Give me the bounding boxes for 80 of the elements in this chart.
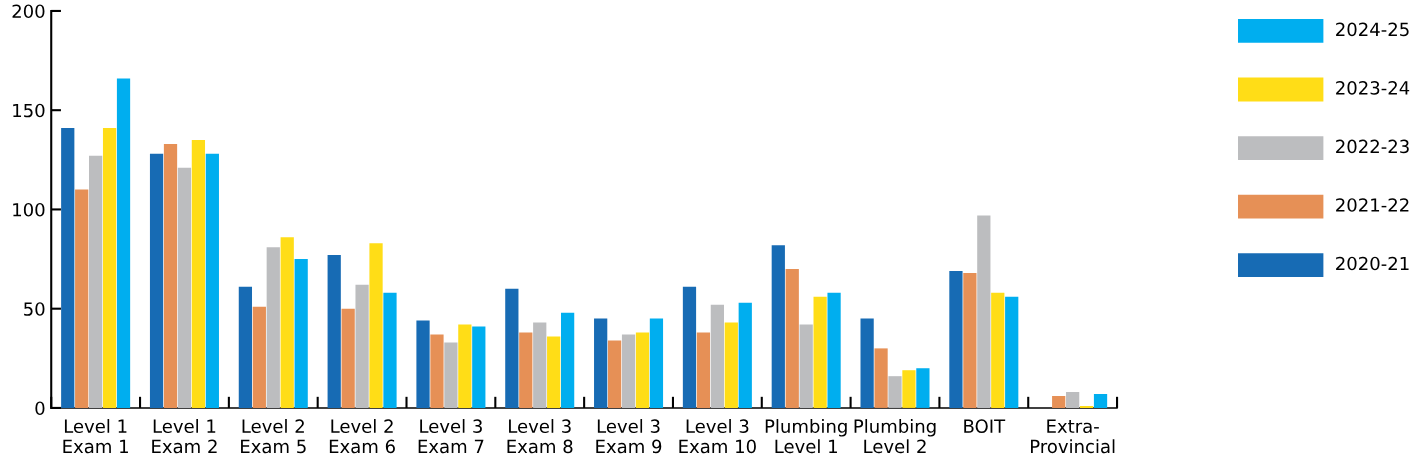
bar (266, 247, 280, 408)
bar (280, 237, 294, 408)
bar (369, 243, 383, 408)
bar (1052, 396, 1066, 408)
bar (771, 245, 785, 408)
bar (963, 272, 977, 408)
x-tick-label: BOIT (964, 419, 1006, 434)
bar (682, 286, 697, 408)
bar (724, 322, 738, 408)
bar (1093, 394, 1108, 408)
x-tick-label: Level 3 Exam 9 (596, 419, 662, 454)
bar (472, 326, 486, 408)
x-tick-label: Level 3 Exam 10 (679, 419, 756, 454)
bar (444, 342, 458, 408)
bar (785, 268, 799, 408)
bar (594, 318, 608, 408)
bar (874, 348, 888, 408)
bar (696, 332, 711, 408)
x-tick-label: Plumbing Level 2 (854, 419, 936, 454)
bar (458, 324, 472, 408)
x-tick-label: Level 1 Exam 2 (152, 419, 217, 454)
bar (102, 128, 117, 408)
legend-label: 2021-22 (1336, 198, 1409, 212)
bar (341, 308, 355, 408)
legend-label: 2022-23 (1336, 139, 1409, 154)
x-tick-label: Plumbing Level 1 (765, 419, 847, 454)
bar (89, 155, 103, 408)
x-tick-label: Level 2 Exam 6 (329, 419, 395, 454)
bar (191, 139, 206, 408)
bar (738, 302, 752, 408)
legend-label: 2023-24 (1336, 81, 1410, 95)
bar (163, 143, 178, 408)
bar (1005, 296, 1019, 408)
bar (635, 332, 650, 408)
legend-label: 2024-25 (1336, 22, 1409, 37)
bar (621, 334, 636, 408)
bar (61, 128, 75, 408)
y-tick-label: 0 (35, 401, 45, 416)
bar (888, 376, 902, 408)
y-tick-label: 100 (13, 202, 45, 217)
bar (949, 270, 963, 408)
bar (383, 292, 397, 408)
bar (505, 288, 519, 408)
bar (607, 340, 622, 408)
bar (252, 306, 266, 408)
x-tick-label: Level 3 Exam 7 (418, 419, 484, 454)
bar (327, 255, 341, 408)
bar (561, 312, 575, 408)
bar (710, 304, 724, 408)
x-tick-label: Level 2 Exam 5 (241, 419, 306, 454)
bar (827, 292, 841, 408)
bar (977, 215, 991, 408)
bar (916, 368, 930, 408)
bar (533, 322, 547, 408)
y-tick-label: 200 (12, 4, 45, 19)
bar (416, 320, 430, 408)
legend-label: 2020-21 (1336, 256, 1409, 271)
bar (75, 189, 89, 408)
bar (355, 284, 369, 408)
y-tick-label: 50 (24, 302, 45, 316)
bar (177, 167, 192, 408)
y-tick-label: 150 (13, 103, 45, 118)
bar (205, 153, 219, 408)
bar (519, 332, 533, 408)
bar (991, 292, 1005, 408)
bar (238, 286, 253, 408)
bar (649, 318, 664, 408)
bar (1066, 392, 1080, 408)
bar (799, 324, 813, 408)
x-tick-label: Level 3 Exam 8 (507, 419, 573, 454)
bar (430, 334, 444, 408)
bar (116, 78, 131, 408)
bar (547, 336, 561, 408)
x-tick-label: Level 1 Exam 1 (63, 419, 128, 454)
bar (294, 259, 308, 408)
bar (902, 370, 916, 408)
bar (149, 153, 164, 408)
bar (813, 296, 827, 408)
x-tick-label: Extra- Provincial (1031, 419, 1115, 454)
bar (860, 318, 874, 408)
